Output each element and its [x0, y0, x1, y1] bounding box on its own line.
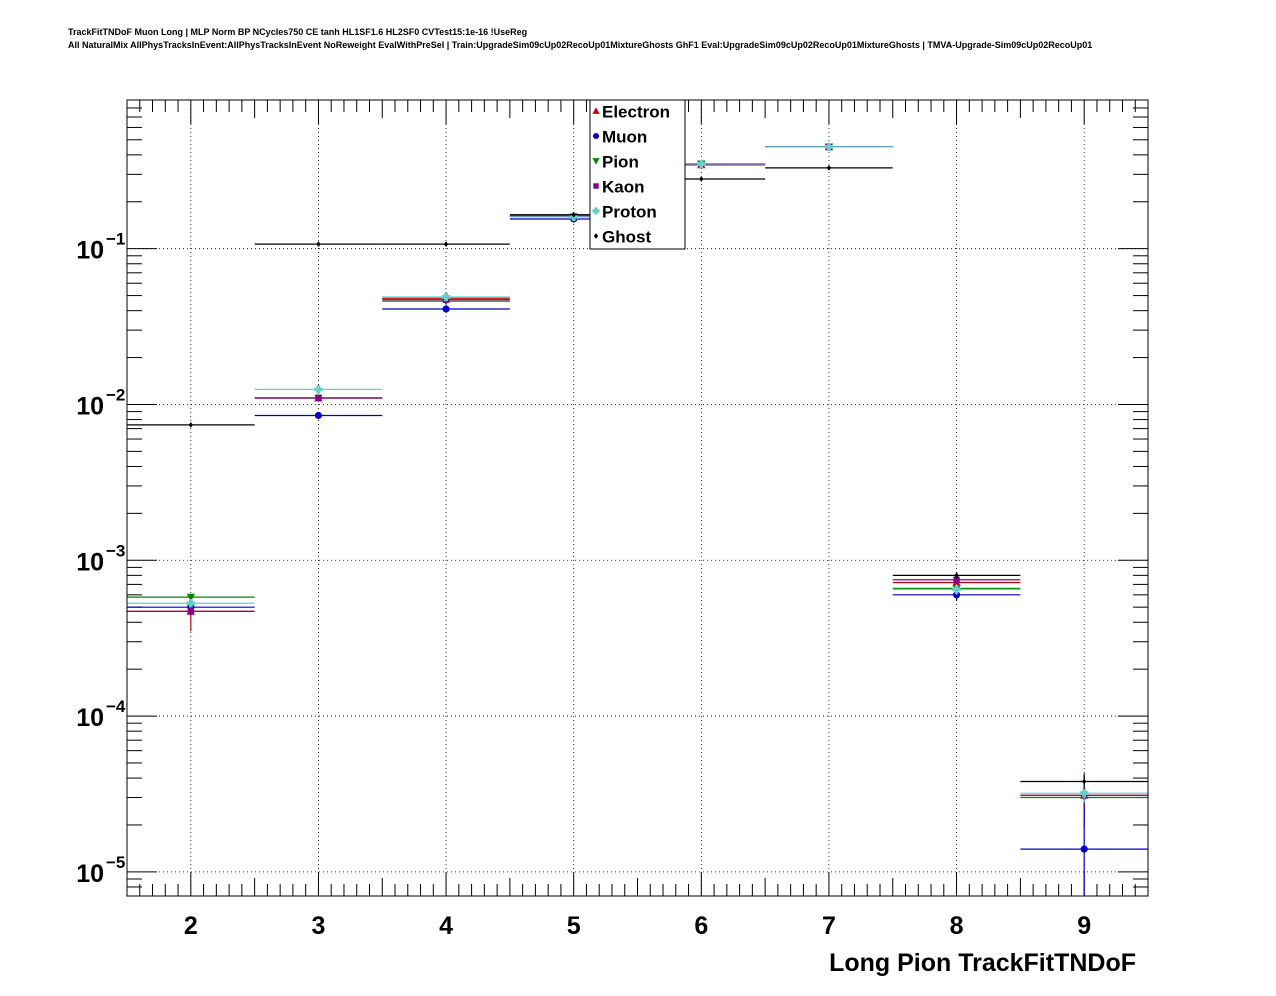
- data-point: [314, 385, 323, 394]
- legend-marker-pion: [592, 158, 600, 165]
- chart-title-line-2: All NaturalMix AllPhysTracksInEvent:AllP…: [68, 40, 1093, 50]
- y-tick-label: 10: [76, 237, 104, 265]
- data-point: [443, 241, 449, 247]
- x-tick-label: 2: [184, 912, 198, 940]
- x-tick-label: 6: [694, 912, 708, 940]
- data-point: [1082, 778, 1087, 785]
- data-point: [697, 159, 706, 169]
- x-tick-label: 3: [311, 912, 325, 940]
- data-point: [826, 165, 832, 171]
- ticks-layer: [126, 99, 1149, 897]
- series-ghost: [127, 165, 1148, 790]
- y-tick-exponent: −3: [106, 541, 125, 560]
- data-point: [1079, 788, 1089, 798]
- labels-layer: 2 3 4 5 6 7 8 910−510−410−310−210−1: [76, 230, 1091, 940]
- y-tick-exponent: −2: [106, 385, 125, 404]
- legend-label-proton: Proton: [602, 203, 657, 222]
- y-tick-exponent: −1: [106, 230, 125, 249]
- legend-marker-electron: [592, 107, 600, 114]
- legend-label-pion: Pion: [602, 153, 639, 172]
- data-point: [186, 593, 196, 602]
- y-tick-exponent: −5: [106, 853, 125, 872]
- legend-marker-kaon: [593, 183, 599, 189]
- series-muon: [127, 143, 1148, 896]
- y-tick-label: 10: [76, 704, 104, 732]
- legend-label-ghost: Ghost: [602, 228, 651, 247]
- data-point: [824, 142, 834, 152]
- legend: Electron Muon Pion Kaon Proton Ghost: [589, 99, 686, 250]
- x-tick-label: 7: [822, 912, 836, 940]
- data-point: [187, 608, 194, 615]
- data-point: [315, 394, 322, 402]
- legend-marker-proton: [592, 207, 600, 215]
- data-point: [442, 305, 450, 313]
- series-layer: [127, 142, 1148, 896]
- data-point: [699, 176, 704, 182]
- y-tick-label: 10: [76, 860, 104, 888]
- legend-label-kaon: Kaon: [602, 178, 645, 197]
- data-point: [186, 599, 196, 608]
- x-tick-label: 4: [439, 912, 453, 940]
- legend-label-electron: Electron: [602, 103, 670, 122]
- x-tick-label: 9: [1077, 912, 1091, 940]
- y-tick-label: 10: [76, 548, 104, 576]
- data-point: [1080, 845, 1088, 853]
- x-axis-label: Long Pion TrackFitTNDoF: [829, 949, 1136, 977]
- y-tick-label: 10: [76, 392, 104, 420]
- data-point: [188, 421, 193, 428]
- data-point: [441, 292, 451, 302]
- y-tick-exponent: −4: [106, 697, 126, 716]
- data-point: [953, 576, 960, 583]
- x-tick-label: 8: [950, 912, 964, 940]
- legend-label-muon: Muon: [602, 128, 647, 147]
- legend-box: [589, 99, 686, 250]
- data-point: [952, 585, 961, 594]
- data-point: [571, 211, 576, 218]
- data-point: [316, 241, 321, 247]
- legend-marker-ghost: [593, 233, 599, 239]
- x-tick-label: 5: [567, 912, 581, 940]
- chart-title-line-1: TrackFitTNDoF Muon Long | MLP Norm BP NC…: [68, 27, 528, 37]
- data-point: [954, 572, 959, 579]
- legend-marker-muon: [592, 132, 600, 140]
- grid-layer: [127, 100, 1148, 896]
- data-point: [314, 411, 323, 420]
